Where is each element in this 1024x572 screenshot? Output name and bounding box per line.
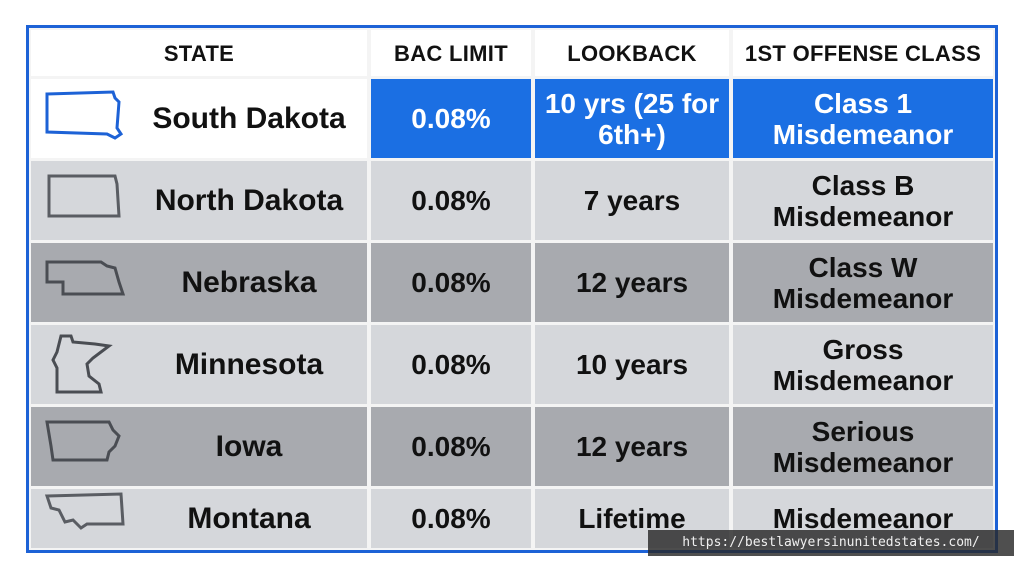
bac-limit: 0.08% [371,325,531,404]
offense-class: Class 1 Misdemeanor [733,79,993,158]
state-name: North Dakota [154,184,344,217]
state-name: South Dakota [152,102,346,135]
state-name: Iowa [215,430,283,463]
offense-class: Class B Misdemeanor [733,161,993,240]
state-cell: North Dakota [31,161,367,240]
bac-limit: 0.08% [371,161,531,240]
state-cell: Minnesota [31,325,367,404]
state-cell: Iowa [31,407,367,486]
state-outline [47,174,121,217]
lookback: 10 yrs (25 for 6th+) [535,79,729,158]
state-name: Nebraska [181,266,317,299]
state-cell: South Dakota [31,79,367,158]
column-header: 1ST OFFENSE CLASS [733,30,993,76]
bac-limit: 0.08% [371,407,531,486]
column-header: BAC LIMIT [371,30,531,76]
bac-limit: 0.08% [371,243,531,322]
state-outline [45,260,126,295]
table-frame: STATE BAC LIMIT LOOKBACK 1ST OFFENSE CLASS S… [26,25,998,553]
lookback: 12 years [535,243,729,322]
offense-class: Gross Misdemeanor [733,325,993,404]
offense-class: Serious Misdemeanor [733,407,993,486]
bac-limit: 0.08% [371,489,531,548]
column-header: STATE [31,30,367,76]
state-outline [45,89,124,140]
state-outline [51,334,113,393]
state-name: Montana [187,502,311,535]
bac-limit: 0.08% [371,79,531,158]
table: STATE BAC LIMIT LOOKBACK 1ST OFFENSE CLASS S… [31,30,993,548]
state-name: Minnesota [174,348,324,381]
lookback: Lifetime [535,489,729,548]
state-outline [44,491,125,530]
column-header: LOOKBACK [535,30,729,76]
lookback: 10 years [535,325,729,404]
state-outline [45,420,121,461]
state-cell: Nebraska [31,243,367,322]
state-cell: Montana [31,489,367,548]
lookback: 12 years [535,407,729,486]
lookback: 7 years [535,161,729,240]
watermark: https://bestlawyersinunitedstates.com/ [648,530,1014,556]
offense-class: Class W Misdemeanor [733,243,993,322]
